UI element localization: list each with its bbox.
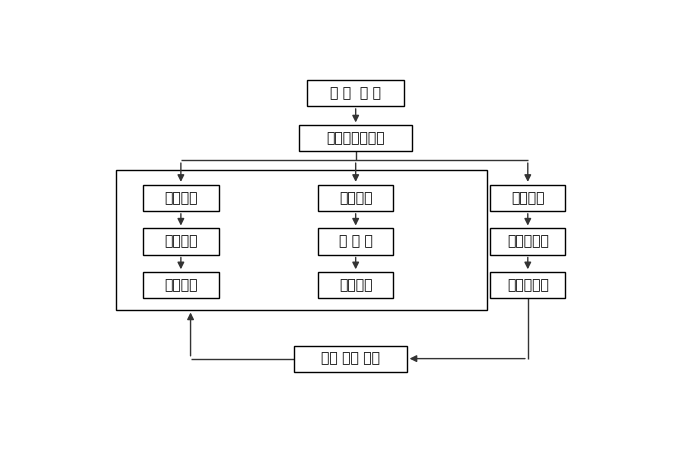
Text: 全面 检查 监督: 全面 检查 监督 — [321, 351, 380, 365]
Text: 施工工长: 施工工长 — [164, 191, 198, 205]
Text: 质量检查: 质量检查 — [511, 191, 545, 205]
Text: 施工班组: 施工班组 — [164, 278, 198, 292]
Bar — [490, 228, 566, 255]
Bar — [294, 345, 407, 372]
Text: 项 目  经 理: 项 目 经 理 — [330, 86, 381, 100]
Bar — [143, 228, 219, 255]
Bar — [490, 272, 566, 298]
Text: 质检负责人: 质检负责人 — [507, 235, 549, 248]
Bar — [318, 272, 393, 298]
Bar — [143, 185, 219, 211]
Text: 质量监督员: 质量监督员 — [507, 278, 549, 292]
Text: 材料供应: 材料供应 — [339, 191, 373, 205]
Bar — [143, 272, 219, 298]
Bar — [307, 80, 404, 106]
Bar — [318, 228, 393, 255]
Bar — [299, 125, 412, 152]
Text: 项目技术负责人: 项目技术负责人 — [326, 131, 385, 145]
Bar — [318, 185, 393, 211]
Text: 采 购 员: 采 购 员 — [339, 235, 373, 248]
Bar — [490, 185, 566, 211]
Text: 各种材料: 各种材料 — [339, 278, 373, 292]
Text: 专业工长: 专业工长 — [164, 235, 198, 248]
Bar — [117, 170, 487, 310]
